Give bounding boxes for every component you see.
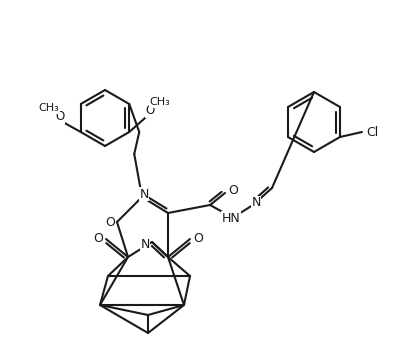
Text: N: N bbox=[140, 239, 150, 251]
Text: O: O bbox=[105, 215, 115, 228]
Text: N: N bbox=[139, 187, 149, 201]
Text: HN: HN bbox=[222, 211, 241, 225]
Text: N: N bbox=[251, 197, 261, 209]
Text: O: O bbox=[193, 233, 203, 245]
Text: CH₃: CH₃ bbox=[150, 97, 171, 107]
Text: CH₃: CH₃ bbox=[38, 103, 59, 113]
Text: O: O bbox=[93, 233, 103, 245]
Text: O: O bbox=[228, 184, 238, 197]
Text: O: O bbox=[146, 104, 155, 118]
Text: O: O bbox=[55, 110, 64, 124]
Text: Cl: Cl bbox=[366, 126, 378, 138]
